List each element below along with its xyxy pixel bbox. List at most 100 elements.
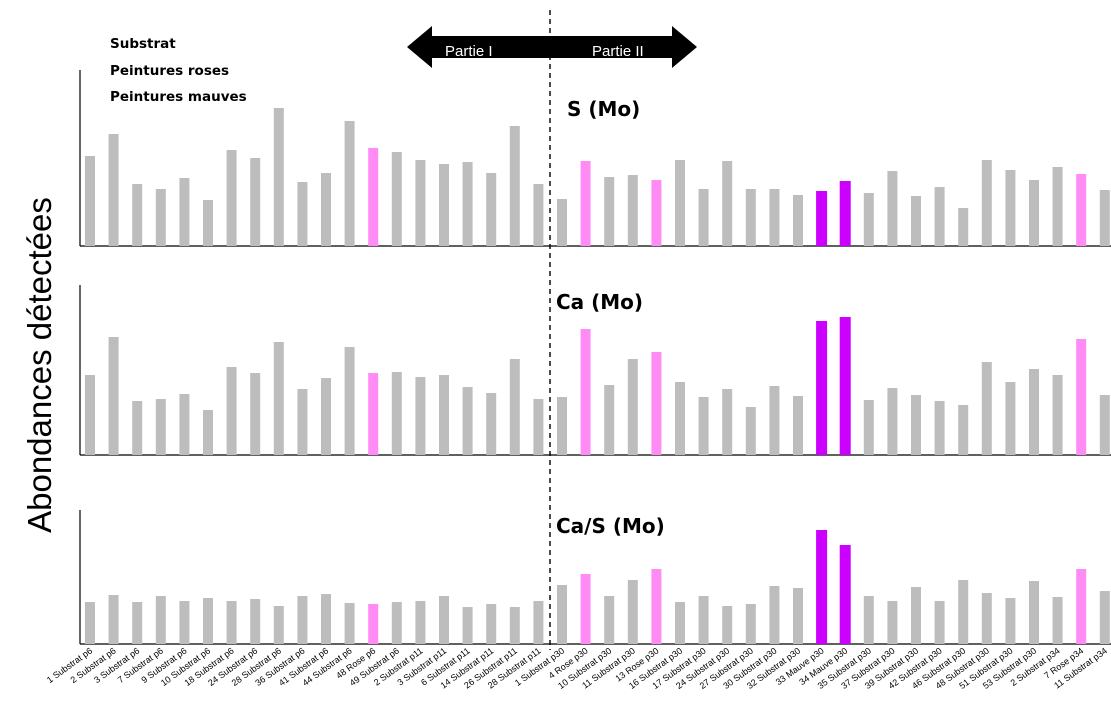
bar-panel-3-28 <box>722 606 733 644</box>
bar-panel-2-30 <box>769 386 780 455</box>
bar-panel-1-17 <box>462 162 473 246</box>
bar-panel-3-43 <box>1076 569 1087 644</box>
bar-panel-1-23 <box>604 177 615 246</box>
bar-panel-2-40 <box>1005 382 1016 455</box>
bar-panel-2-24 <box>627 359 638 455</box>
bar-panel-3-12 <box>344 603 355 644</box>
bar-panel-3-22 <box>580 574 591 644</box>
bar-panel-2-36 <box>911 395 921 455</box>
bar-panel-3-33 <box>839 545 851 644</box>
bar-panel-1-24 <box>627 175 638 246</box>
bar-panel-3-34 <box>863 596 874 644</box>
bar-panel-2-17 <box>462 387 473 455</box>
bar-panel-2-20 <box>533 399 544 455</box>
bar-panel-2-7 <box>226 367 237 455</box>
bar-panel-1-18 <box>486 173 497 246</box>
bar-panel-2-44 <box>1099 395 1110 455</box>
arrow-label-partie-2: Partie II <box>592 43 644 60</box>
bar-panel-1-44 <box>1099 190 1110 246</box>
bar-panel-1-9 <box>273 108 284 246</box>
bar-panel-1-37 <box>934 187 945 246</box>
bar-panel-1-22 <box>580 161 591 246</box>
bar-panel-3-19 <box>509 607 520 644</box>
bar-panel-2-13 <box>368 373 379 455</box>
bar-panel-2-15 <box>415 377 426 455</box>
bar-panel-2-1 <box>85 375 95 455</box>
bar-panel-3-18 <box>486 604 497 644</box>
bar-panel-1-34 <box>863 193 874 246</box>
bar-panel-3-35 <box>887 601 898 644</box>
bar-panel-2-39 <box>981 362 992 455</box>
bar-panel-3-3 <box>132 602 143 644</box>
bar-panel-2-26 <box>675 382 685 455</box>
bar-panel-2-6 <box>203 410 213 455</box>
bar-panel-3-9 <box>273 606 284 644</box>
bar-panel-1-16 <box>439 164 449 246</box>
bar-panel-2-3 <box>132 401 143 455</box>
bar-panel-2-4 <box>155 399 166 455</box>
bar-panel-3-6 <box>203 598 213 644</box>
bar-panel-1-8 <box>250 158 261 246</box>
bar-panel-1-4 <box>155 189 166 246</box>
bar-panel-2-5 <box>179 394 190 455</box>
bar-panel-1-15 <box>415 160 426 246</box>
bar-panel-3-30 <box>769 586 780 644</box>
bar-panel-2-43 <box>1076 339 1087 455</box>
bar-panel-3-17 <box>462 607 473 644</box>
bar-panel-1-33 <box>839 181 851 246</box>
bar-panel-1-42 <box>1052 167 1063 246</box>
bar-panel-3-21 <box>557 585 567 644</box>
bar-panel-2-37 <box>934 401 945 455</box>
bar-panel-2-23 <box>604 385 615 455</box>
bar-panel-1-14 <box>391 152 402 246</box>
bar-panel-2-8 <box>250 373 261 455</box>
bar-panel-1-13 <box>368 148 379 246</box>
bar-panel-3-10 <box>297 596 308 644</box>
bar-panel-2-29 <box>745 407 756 455</box>
bar-panel-3-5 <box>179 601 190 644</box>
bar-panel-3-16 <box>439 596 449 644</box>
bar-panel-2-14 <box>391 372 402 455</box>
bar-panel-3-31 <box>793 588 803 644</box>
bar-panel-1-10 <box>297 182 308 246</box>
bars-group <box>85 108 1110 644</box>
bar-panel-1-43 <box>1076 174 1087 246</box>
bar-panel-2-12 <box>344 347 355 455</box>
arrow-right-shape <box>550 26 697 68</box>
bar-panel-3-24 <box>627 580 638 644</box>
bar-panel-3-25 <box>651 569 662 644</box>
bar-panel-3-23 <box>604 596 615 644</box>
bar-panel-2-9 <box>273 342 284 455</box>
bar-panel-2-19 <box>509 359 520 455</box>
bar-panel-1-27 <box>698 189 709 246</box>
bar-panel-3-15 <box>415 601 426 644</box>
bar-panel-2-34 <box>863 400 874 455</box>
bar-panel-3-13 <box>368 604 379 644</box>
bar-panel-3-2 <box>108 595 119 644</box>
arrow-left-shape <box>407 26 550 68</box>
y-axis-label: Abondances détectées <box>21 197 58 533</box>
bar-panel-3-27 <box>698 596 709 644</box>
bar-panel-1-31 <box>793 195 803 246</box>
bar-panel-2-10 <box>297 389 308 455</box>
bar-panel-3-37 <box>934 601 945 644</box>
bar-panel-1-11 <box>321 173 331 246</box>
x-tick-labels: 1 Substrat p62 Substrat p63 Substrat p67… <box>45 646 1109 691</box>
bar-panel-1-41 <box>1029 180 1039 246</box>
bar-panel-3-8 <box>250 599 261 644</box>
bar-panel-3-41 <box>1029 581 1039 644</box>
bar-panel-1-3 <box>132 184 143 246</box>
bar-panel-2-2 <box>108 337 119 455</box>
bar-panel-2-35 <box>887 388 898 455</box>
bar-panel-1-2 <box>108 134 119 246</box>
bar-panel-3-36 <box>911 587 921 644</box>
bar-panel-3-39 <box>981 593 992 644</box>
bar-panel-1-40 <box>1005 170 1016 246</box>
bar-panel-3-40 <box>1005 598 1016 644</box>
bar-panel-2-16 <box>439 375 449 455</box>
bar-panel-3-44 <box>1099 591 1110 644</box>
bar-panel-2-33 <box>839 317 851 455</box>
bar-panel-2-31 <box>793 396 803 455</box>
bar-panel-2-11 <box>321 378 331 455</box>
